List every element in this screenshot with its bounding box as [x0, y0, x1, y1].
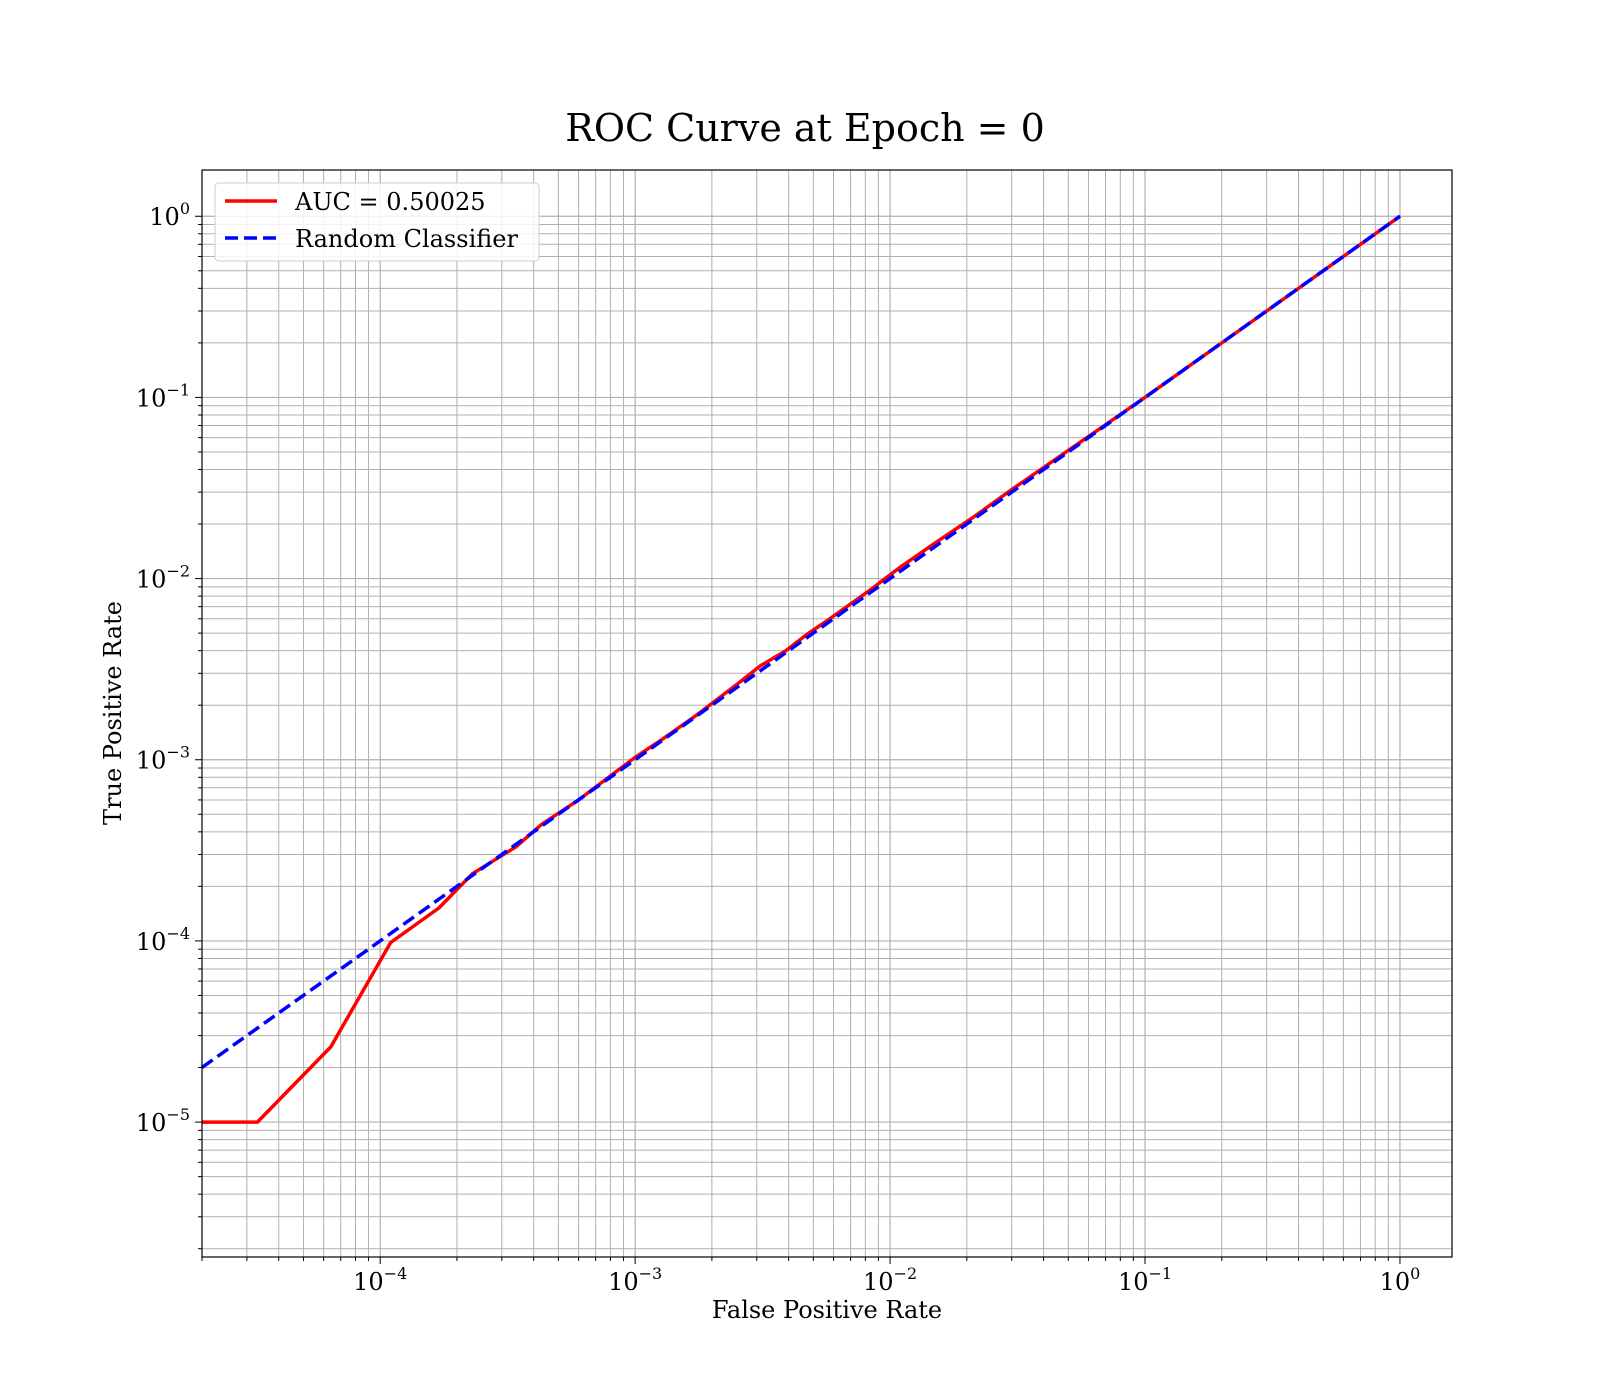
x-tick-label: 10−4	[353, 1264, 407, 1296]
x-tick-label: 10−3	[608, 1264, 662, 1296]
y-tick-label: 10−1	[136, 380, 190, 412]
legend-label-auc: AUC = 0.50025	[294, 188, 486, 216]
y-axis-label: True Positive Rate	[99, 601, 127, 825]
legend: AUC = 0.50025 Random Classifier	[214, 182, 540, 262]
x-tick-label: 10−2	[863, 1264, 917, 1296]
plot-frame	[201, 169, 1453, 1258]
chart-title: ROC Curve at Epoch = 0	[565, 106, 1045, 150]
y-tick-label: 10−5	[136, 1105, 190, 1137]
series-layer	[200, 214, 1402, 1124]
x-tick-label: 10−1	[1118, 1264, 1172, 1296]
y-tick-label: 10−2	[136, 562, 190, 594]
roc-curve-line	[202, 214, 1402, 1124]
ticks: 10−4 10−3 10−2 10−1 100 10−5 10−4 10−3 10−2 10−1 1…	[136, 199, 1420, 1296]
y-tick-label: 10−4	[136, 924, 190, 956]
y-tick-label: 10−3	[136, 743, 190, 775]
y-tick-label: 100	[149, 199, 190, 231]
x-axis-label: False Positive Rate	[712, 1296, 942, 1324]
x-tick-label: 100	[1380, 1264, 1421, 1296]
legend-box	[214, 182, 540, 262]
random-classifier-line	[200, 214, 1402, 1069]
grid	[201, 170, 1452, 1257]
legend-label-random: Random Classifier	[295, 225, 518, 253]
